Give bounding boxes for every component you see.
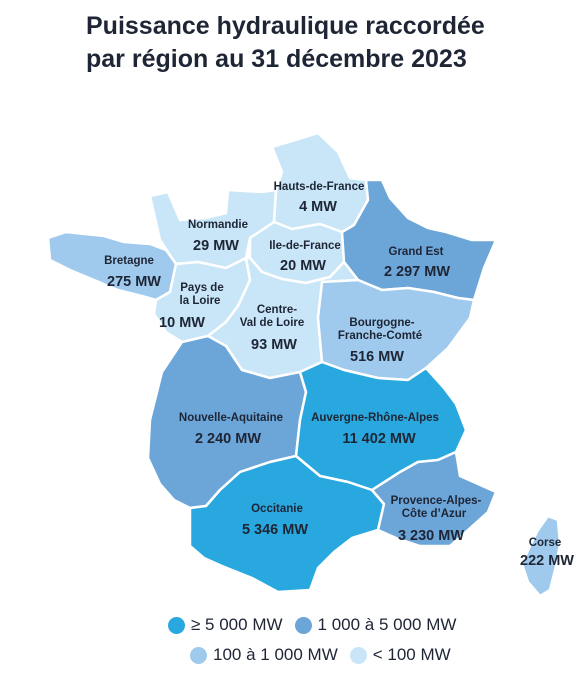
region-provence-alpes-cote-d-azur: [370, 450, 498, 548]
label-pays-de-la-loire-line-1: Pays de: [180, 282, 223, 294]
legend: ≥ 5 000 MW 1 000 à 5 000 MW 100 à 1 000 …: [168, 610, 548, 670]
label-corse: Corse: [529, 537, 562, 549]
label-provence-alpes-cote-d-azur-line-1: Provence-Alpes-: [391, 495, 482, 507]
label-provence-alpes-cote-d-azur-line-2: Côte d’Azur: [402, 508, 467, 520]
label-centre-val-de-loire-line-1: Centre-: [257, 304, 297, 316]
label-ile-de-france: Ile-de-France: [269, 240, 341, 252]
map-title-line-2: par région au 31 décembre 2023: [86, 45, 467, 73]
label-hauts-de-france: Hauts-de-France: [274, 181, 365, 193]
label-auvergne-rhone-alpes: Auvergne-Rhône-Alpes: [311, 412, 439, 424]
legend-swatch: [294, 616, 312, 634]
map-title: Puissance hydraulique raccordée par régi…: [86, 10, 556, 76]
legend-swatch: [349, 646, 367, 664]
legend-item: ≥ 5 000 MW: [168, 615, 283, 635]
value-provence-alpes-cote-d-azur: 3 230 MW: [398, 528, 464, 544]
legend-row-2: 100 à 1 000 MW < 100 MW: [168, 640, 548, 670]
legend-label: 1 000 à 5 000 MW: [317, 615, 457, 634]
value-normandie: 29 MW: [193, 238, 239, 254]
region-labels: Hauts-de-France 4 MW Normandie 29 MW Ile…: [104, 181, 574, 569]
label-nouvelle-aquitaine: Nouvelle-Aquitaine: [179, 412, 283, 424]
legend-item: 100 à 1 000 MW: [190, 645, 338, 665]
label-centre-val-de-loire-line-2: Val de Loire: [240, 317, 305, 329]
label-bretagne: Bretagne: [104, 255, 154, 267]
value-hauts-de-france: 4 MW: [299, 199, 337, 215]
value-occitanie: 5 346 MW: [242, 522, 308, 538]
legend-label: ≥ 5 000 MW: [191, 615, 283, 634]
label-grand-est: Grand Est: [389, 246, 444, 258]
legend-label: < 100 MW: [372, 645, 451, 664]
value-grand-est: 2 297 MW: [384, 264, 450, 280]
value-centre-val-de-loire: 93 MW: [251, 337, 297, 353]
legend-label: 100 à 1 000 MW: [213, 645, 338, 664]
label-bourgogne-franche-comte-line-1: Bourgogne-: [349, 317, 414, 329]
value-pays-de-la-loire: 10 MW: [159, 315, 205, 331]
legend-item: 1 000 à 5 000 MW: [294, 615, 457, 635]
label-occitanie: Occitanie: [251, 503, 303, 515]
label-normandie: Normandie: [188, 219, 248, 231]
label-pays-de-la-loire-line-2: la Loire: [180, 295, 221, 307]
legend-swatch: [190, 646, 207, 664]
value-ile-de-france: 20 MW: [280, 258, 326, 274]
value-nouvelle-aquitaine: 2 240 MW: [195, 431, 261, 447]
value-auvergne-rhone-alpes: 11 402 MW: [342, 431, 416, 447]
region-corse: [520, 514, 562, 598]
value-corse: 222 MW: [520, 553, 574, 569]
label-bourgogne-franche-comte-line-2: Franche-Comté: [338, 330, 422, 342]
legend-swatch: [168, 616, 185, 634]
legend-row-1: ≥ 5 000 MW 1 000 à 5 000 MW: [168, 610, 548, 640]
map-title-line-1: Puissance hydraulique raccordée: [86, 12, 485, 40]
value-bourgogne-franche-comte: 516 MW: [350, 349, 404, 365]
value-bretagne: 275 MW: [107, 274, 161, 290]
legend-item: < 100 MW: [349, 645, 451, 665]
